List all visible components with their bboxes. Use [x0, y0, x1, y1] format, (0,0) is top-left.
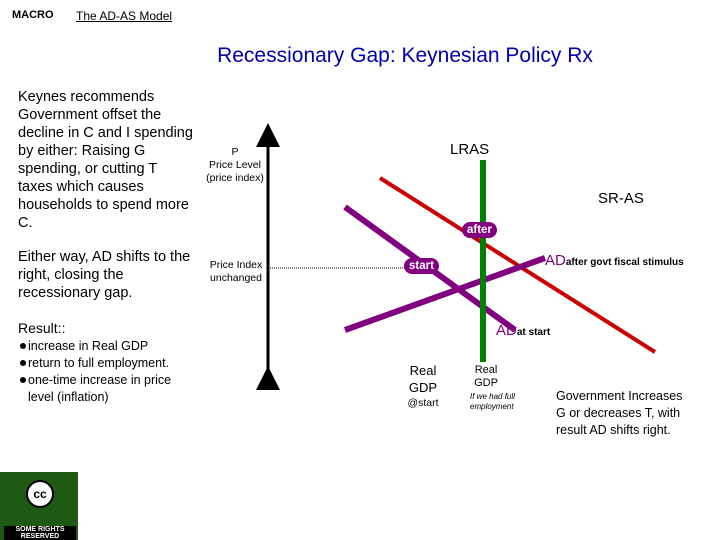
real-gdp-start-note: @start	[407, 397, 439, 409]
ad-after-curve	[343, 255, 547, 333]
bullet-icon	[20, 360, 26, 366]
cc-logo-text: SOME RIGHTS RESERVED	[4, 526, 76, 540]
price-index-note: Price Index unchanged	[209, 259, 263, 284]
topic-link[interactable]: The AD-AS Model	[76, 9, 173, 23]
after-tag: after	[462, 222, 497, 238]
ad-shift-paragraph: Either way, AD shifts to the right, clos…	[18, 249, 191, 301]
lras-label: LRAS	[450, 141, 490, 158]
slide-title: Recessionary Gap: Keynesian Policy Rx	[217, 44, 593, 67]
cc-icon: cc	[26, 480, 54, 508]
ad-start-label: ADat start	[496, 322, 551, 339]
course-label: MACRO	[12, 9, 54, 21]
result-item: increase in Real GDP	[18, 338, 198, 355]
keynes-paragraph: Keynes recommends Government offset the …	[18, 89, 193, 231]
real-gdp-start-label: Real GDP	[408, 363, 438, 395]
sras-label: SR-AS	[598, 190, 644, 207]
bullet-icon	[20, 343, 26, 349]
ad-after-label: ADafter govt fiscal stimulus	[545, 252, 684, 269]
result-item: return to full employment.	[18, 355, 198, 372]
y-axis-label: P Price Level (price index)	[206, 146, 264, 184]
real-gdp-full-label: Real GDP	[474, 364, 498, 389]
policy-note-box: Government Increases G or decreases T, w…	[556, 389, 683, 437]
bullet-icon	[20, 377, 26, 383]
result-list: increase in Real GDP return to full empl…	[18, 338, 198, 406]
start-tag: start	[404, 258, 439, 274]
real-gdp-full-note: If we had full employment	[470, 392, 515, 411]
result-item: one-time increase in price level (inflat…	[18, 372, 198, 406]
result-heading: Result::	[18, 320, 66, 336]
